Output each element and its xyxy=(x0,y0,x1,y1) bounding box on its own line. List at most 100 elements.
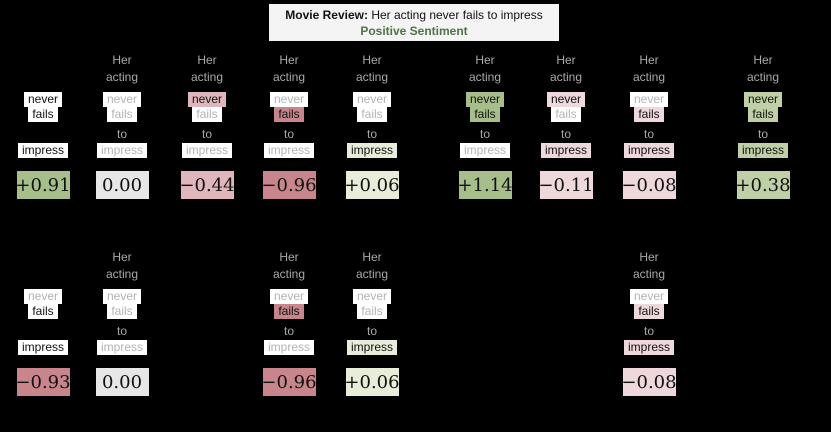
review-text: Her acting never fails to impress xyxy=(371,7,543,22)
score-badge: −0.08 xyxy=(621,171,677,199)
word-her: Her xyxy=(475,53,495,67)
word-to: to xyxy=(366,127,377,141)
word-fails: fails xyxy=(551,107,581,122)
word-fails: fails xyxy=(634,107,664,122)
word-fails: fails xyxy=(107,107,137,122)
word-to: to xyxy=(283,324,294,338)
score-badge: +0.06 xyxy=(344,171,400,199)
word-acting: acting xyxy=(746,70,780,84)
word-never: never xyxy=(23,289,63,304)
word-fails: fails xyxy=(28,304,58,319)
word-column: Her acting never fails to impress 0.00 xyxy=(84,250,160,396)
score-badge: +0.38 xyxy=(735,171,791,199)
word-acting: acting xyxy=(105,267,139,281)
word-column: Her acting never fails to impress −0.44 xyxy=(169,53,245,199)
word-fails: fails xyxy=(357,107,387,122)
word-never: never xyxy=(102,92,142,107)
word-never: never xyxy=(743,92,783,107)
score-badge: −0.93 xyxy=(15,368,71,396)
score-badge: +1.14 xyxy=(457,171,513,199)
word-fails: fails xyxy=(634,304,664,319)
word-to: to xyxy=(643,127,654,141)
word-impress: impress xyxy=(737,143,788,158)
word-to: to xyxy=(366,324,377,338)
word-to: to xyxy=(757,127,768,141)
word-fails: fails xyxy=(357,304,387,319)
word-to: to xyxy=(283,127,294,141)
word-impress: impress xyxy=(346,340,397,355)
word-fails: fails xyxy=(274,304,304,319)
score-badge: −0.11 xyxy=(538,171,594,199)
word-impress: impress xyxy=(17,340,68,355)
word-impress: impress xyxy=(623,340,674,355)
word-impress: impress xyxy=(540,143,591,158)
word-never: never xyxy=(629,289,669,304)
word-acting: acting xyxy=(632,267,666,281)
word-her: Her xyxy=(112,53,132,67)
word-impress: impress xyxy=(181,143,232,158)
word-acting: acting xyxy=(26,70,60,84)
word-column: Her acting never fails to impress −0.08 xyxy=(611,53,687,199)
word-column: Her acting never fails to impress +0.06 xyxy=(334,53,410,199)
word-her: Her xyxy=(112,250,132,264)
word-fails: fails xyxy=(107,304,137,319)
word-acting: acting xyxy=(26,267,60,281)
score-badge: +0.06 xyxy=(344,368,400,396)
word-column: Her acting never fails to impress −0.11 xyxy=(528,53,604,199)
word-her: Her xyxy=(639,53,659,67)
word-acting: acting xyxy=(355,267,389,281)
word-her: Her xyxy=(279,53,299,67)
score-badge: +0.91 xyxy=(15,171,71,199)
word-acting: acting xyxy=(190,70,224,84)
word-her: Her xyxy=(639,250,659,264)
word-column: Her acting never fails to impress +0.06 xyxy=(334,250,410,396)
score-badge: −0.08 xyxy=(621,368,677,396)
word-to: to xyxy=(116,324,127,338)
word-acting: acting xyxy=(549,70,583,84)
score-badge: −0.96 xyxy=(261,171,317,199)
word-her: Her xyxy=(362,250,382,264)
word-acting: acting xyxy=(355,70,389,84)
word-never: never xyxy=(629,92,669,107)
word-acting: acting xyxy=(272,267,306,281)
word-to: to xyxy=(37,324,48,338)
word-never: never xyxy=(269,289,309,304)
word-column: Her acting never fails to impress +1.14 xyxy=(447,53,523,199)
word-impress: impress xyxy=(459,143,510,158)
score-badge: −0.96 xyxy=(261,368,317,396)
word-acting: acting xyxy=(105,70,139,84)
word-fails: fails xyxy=(748,107,778,122)
word-her: Her xyxy=(556,53,576,67)
word-impress: impress xyxy=(263,340,314,355)
word-impress: impress xyxy=(263,143,314,158)
word-impress: impress xyxy=(17,143,68,158)
word-acting: acting xyxy=(632,70,666,84)
score-badge: 0.00 xyxy=(95,171,149,199)
word-never: never xyxy=(352,92,392,107)
word-never: never xyxy=(23,92,63,107)
word-column: Her acting never fails to impress −0.93 xyxy=(5,250,81,396)
word-fails: fails xyxy=(192,107,222,122)
word-never: never xyxy=(269,92,309,107)
word-to: to xyxy=(201,127,212,141)
word-to: to xyxy=(37,127,48,141)
word-fails: fails xyxy=(470,107,500,122)
word-impress: impress xyxy=(96,143,147,158)
word-to: to xyxy=(560,127,571,141)
word-never: never xyxy=(102,289,142,304)
score-badge: −0.44 xyxy=(179,171,235,199)
word-to: to xyxy=(479,127,490,141)
word-impress: impress xyxy=(96,340,147,355)
word-her: Her xyxy=(753,53,773,67)
word-column: Her acting never fails to impress −0.08 xyxy=(611,250,687,396)
word-column: Her acting never fails to impress −0.96 xyxy=(251,250,327,396)
word-column: Her acting never fails to impress 0.00 xyxy=(84,53,160,199)
word-impress: impress xyxy=(623,143,674,158)
word-never: never xyxy=(352,289,392,304)
review-header: Movie Review: Her acting never fails to … xyxy=(268,3,560,42)
review-label: Movie Review: xyxy=(285,7,368,22)
word-her: Her xyxy=(197,53,217,67)
word-never: never xyxy=(546,92,586,107)
word-her: Her xyxy=(362,53,382,67)
